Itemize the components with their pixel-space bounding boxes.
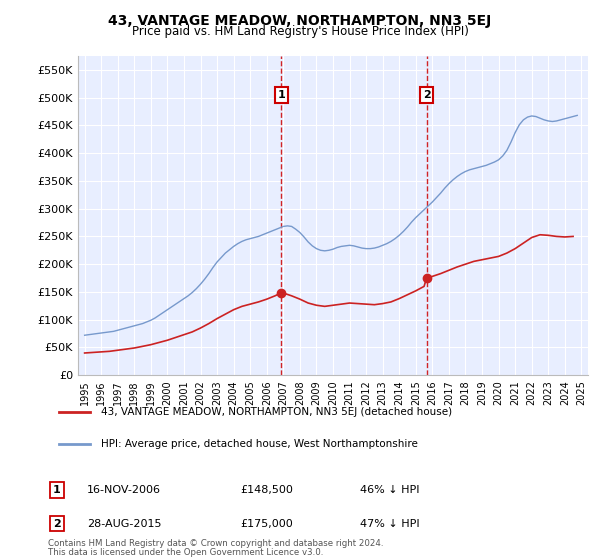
Text: 43, VANTAGE MEADOW, NORTHAMPTON, NN3 5EJ (detached house): 43, VANTAGE MEADOW, NORTHAMPTON, NN3 5EJ… xyxy=(101,407,452,417)
Text: £148,500: £148,500 xyxy=(240,485,293,495)
Text: 43, VANTAGE MEADOW, NORTHAMPTON, NN3 5EJ: 43, VANTAGE MEADOW, NORTHAMPTON, NN3 5EJ xyxy=(109,14,491,28)
Text: 47% ↓ HPI: 47% ↓ HPI xyxy=(360,519,419,529)
Text: 2: 2 xyxy=(53,519,61,529)
Text: £175,000: £175,000 xyxy=(240,519,293,529)
Text: Price paid vs. HM Land Registry's House Price Index (HPI): Price paid vs. HM Land Registry's House … xyxy=(131,25,469,38)
Text: 1: 1 xyxy=(277,90,285,100)
Text: 1: 1 xyxy=(53,485,61,495)
Text: 46% ↓ HPI: 46% ↓ HPI xyxy=(360,485,419,495)
Text: Contains HM Land Registry data © Crown copyright and database right 2024.: Contains HM Land Registry data © Crown c… xyxy=(48,539,383,548)
Text: 28-AUG-2015: 28-AUG-2015 xyxy=(87,519,161,529)
Text: This data is licensed under the Open Government Licence v3.0.: This data is licensed under the Open Gov… xyxy=(48,548,323,557)
Text: 2: 2 xyxy=(422,90,430,100)
Text: HPI: Average price, detached house, West Northamptonshire: HPI: Average price, detached house, West… xyxy=(101,440,418,450)
Text: 16-NOV-2006: 16-NOV-2006 xyxy=(87,485,161,495)
